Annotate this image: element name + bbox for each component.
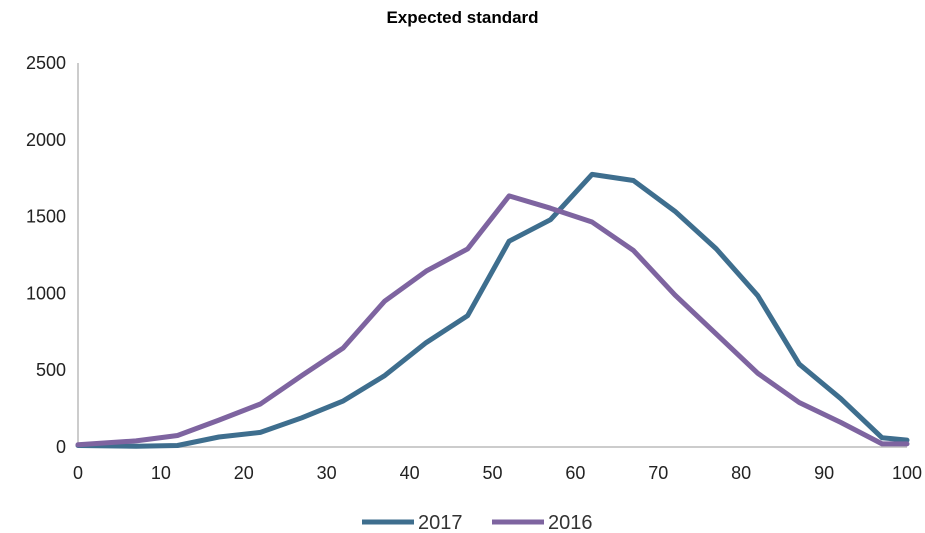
chart-title: Expected standard (386, 8, 539, 27)
x-tick-label: 40 (400, 463, 420, 483)
x-tick-label: 90 (814, 463, 834, 483)
x-tick-label: 50 (482, 463, 502, 483)
x-tick-label: 0 (73, 463, 83, 483)
legend-label-2016: 2016 (548, 512, 593, 533)
x-tick-label: 20 (234, 463, 254, 483)
x-tick-label: 30 (317, 463, 337, 483)
y-tick-labels: 0 500 1000 1500 2000 2500 (26, 53, 66, 457)
series-lines (75, 171, 910, 449)
legend: 2017 2016 (362, 512, 593, 533)
x-tick-label: 70 (648, 463, 668, 483)
x-tick-label: 80 (731, 463, 751, 483)
y-tick-label: 0 (56, 437, 66, 457)
axes (77, 63, 907, 448)
y-tick-label: 500 (36, 360, 66, 380)
y-tick-label: 2000 (26, 130, 66, 150)
x-tick-labels: 0 10 20 30 40 50 60 70 80 90 100 (73, 463, 922, 483)
y-tick-label: 1000 (26, 283, 66, 303)
y-tick-label: 2500 (26, 53, 66, 73)
x-tick-label: 60 (565, 463, 585, 483)
series-line-2017 (75, 171, 910, 449)
x-tick-label: 100 (892, 463, 922, 483)
x-tick-label: 10 (151, 463, 171, 483)
legend-label-2017: 2017 (418, 512, 463, 533)
series-line-2016 (75, 193, 910, 448)
y-tick-label: 1500 (26, 207, 66, 227)
